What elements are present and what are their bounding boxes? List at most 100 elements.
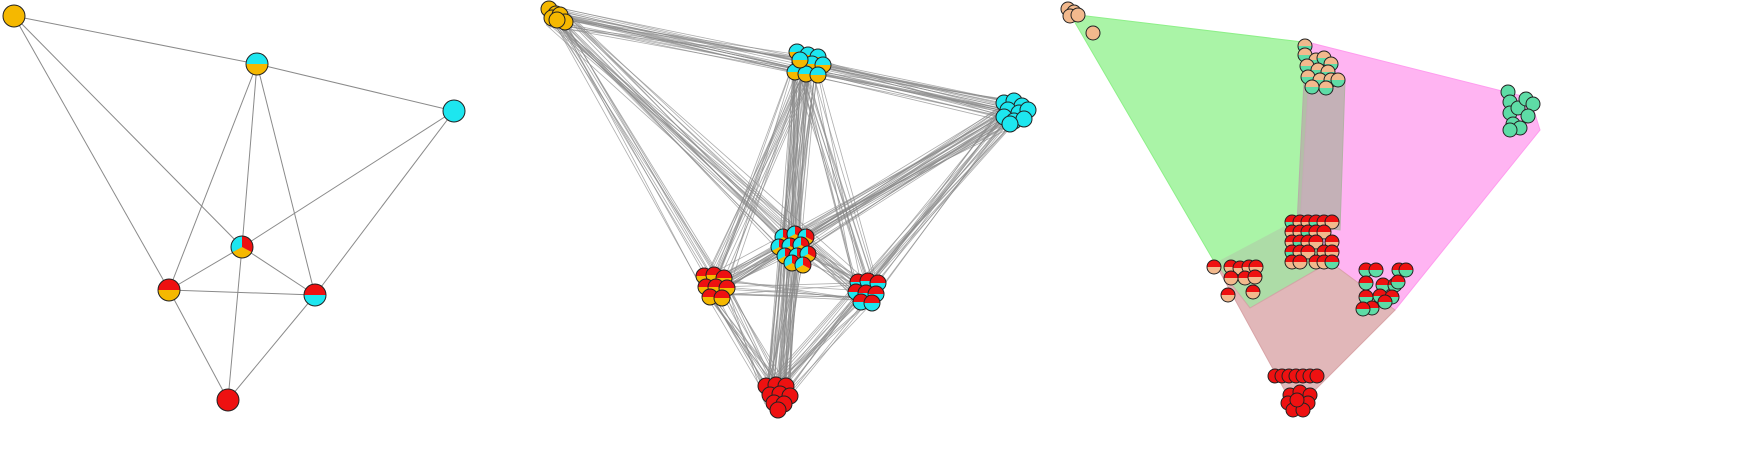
edge [868,103,1012,296]
node-slice [1285,225,1292,232]
node-slice [1316,235,1323,242]
node-slice [304,284,315,295]
node-slice [1332,235,1339,242]
node-slice [1503,123,1517,137]
node-red-peach [1247,269,1263,285]
node-outline [1390,274,1406,290]
node-slice [1317,225,1324,232]
node-outline [1220,287,1236,303]
node-slice [1378,302,1392,309]
edge [775,119,1008,389]
node-red [216,388,240,412]
edge [781,56,803,389]
node-slice [864,303,880,311]
node-outline [1309,368,1325,384]
node-slice [1207,267,1221,274]
node-slice [1305,87,1319,94]
node-slice [727,280,735,288]
edge [256,63,316,296]
edge [704,115,1025,284]
node-peach [1085,25,1101,41]
node-slice [549,12,565,28]
node-peach-mint [1330,72,1346,88]
node-outline [1510,100,1526,116]
edge [723,108,1025,286]
node-slice [1305,48,1312,55]
node-slice [810,67,818,75]
node-slice [304,295,326,306]
node-slice [1301,215,1308,222]
node-slice [1309,235,1316,242]
edge [800,60,1009,105]
node-outline [1324,254,1340,270]
node-cyan-orange [245,52,269,76]
node-slice [858,285,866,293]
edge [796,68,1016,121]
node-slice [792,60,808,68]
node-slice [1359,276,1366,283]
node-slice [1253,285,1260,292]
node-slice [246,53,257,64]
node-slice [1319,81,1326,88]
panel-simple-graph [2,4,466,412]
node-slice [246,64,268,75]
edge [557,26,719,294]
edge [774,299,859,394]
node-slice [1231,271,1238,278]
node-slice [872,295,880,303]
node-slice [1398,275,1405,282]
node-slice [1290,393,1304,407]
edge [314,110,455,296]
node-slice [1301,245,1308,252]
node-peach-mint [1300,69,1316,85]
node-outline [1206,259,1222,275]
edge [168,289,316,296]
edge [722,281,789,389]
node-red-cyan [303,283,327,307]
node-peach [1070,7,1086,23]
node-slice [1246,292,1260,299]
edge [858,119,1018,298]
node-red-mint [1377,294,1393,310]
node-slice [1311,63,1318,70]
node-slice [1324,73,1331,80]
edge [704,111,1019,293]
node-slice [1392,290,1399,297]
node-cyan-orange [791,51,809,69]
edge [773,105,1007,391]
edge [723,53,798,298]
node-slice [1224,260,1231,267]
node-slice [1300,59,1307,66]
node-slice [1298,48,1305,55]
node-slice [1391,275,1398,282]
node-outline [442,99,466,123]
node-outline [1001,115,1019,133]
node-slice [1309,53,1316,60]
edge [227,294,316,401]
node-slice [1332,215,1339,222]
edge [725,292,767,395]
node-slice [1305,39,1312,46]
edge [705,104,1026,278]
node-slice [1086,26,1100,40]
node-slice [1359,283,1373,290]
edge-bundle [544,7,1026,405]
node-slice [315,284,326,295]
node-outline [1318,80,1334,96]
node-red-peach [1292,254,1308,270]
node-slice [1366,290,1373,297]
edge [817,69,879,287]
node-slice [810,49,818,57]
node-slice [1317,245,1324,252]
edge [785,100,1018,250]
edge [764,103,1017,390]
edge [806,59,1010,107]
node-slice [1310,369,1324,383]
edge [815,62,865,298]
edge [560,9,872,286]
node-slice [722,290,730,298]
node-slice [1319,88,1333,95]
node-slice [1285,235,1292,242]
edge [714,101,1021,284]
node-slice [1293,215,1300,222]
